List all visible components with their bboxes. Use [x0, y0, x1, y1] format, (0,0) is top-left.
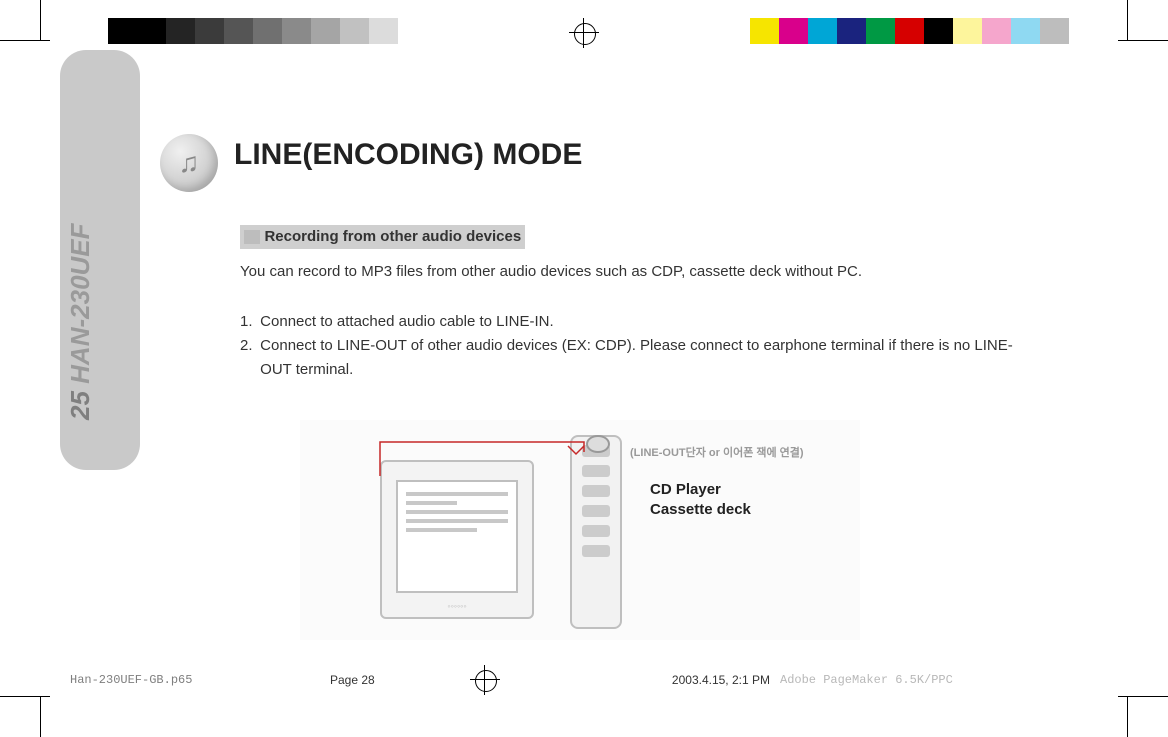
- diagram-korean-caption: (LINE-OUT단자 or 이어폰 잭에 연결): [630, 444, 804, 460]
- crop-rule-bottom: [0, 696, 1168, 697]
- footer-application: Adobe PageMaker 6.5K/PPC: [780, 673, 953, 687]
- crop-mark-br: [1127, 696, 1168, 737]
- subsection-lead-block: [244, 230, 260, 244]
- swatch: [253, 18, 282, 44]
- connection-diagram: ◦◦◦◦◦◦ (LINE-OUT단자 or 이어폰 잭에 연결) CD Play…: [300, 420, 860, 640]
- page-title: LINE(ENCODING) MODE: [234, 138, 582, 172]
- page-tab-model: HAN-230UEF: [65, 223, 95, 383]
- swatch: [166, 18, 195, 44]
- line-out-jack-icon: [586, 435, 610, 453]
- swatch: [398, 18, 427, 44]
- step-2: 2. Connect to LINE-OUT of other audio de…: [240, 334, 1040, 382]
- registration-mark-top: [569, 18, 599, 48]
- swatch: [137, 18, 166, 44]
- registration-mark-bottom: [470, 665, 510, 695]
- print-footer: Han-230UEF-GB.p65 Page 28 2003.4.15, 2:1…: [70, 665, 1098, 695]
- swatch: [195, 18, 224, 44]
- subsection-title: Recording from other audio devices: [264, 228, 521, 245]
- swatch: [924, 18, 953, 44]
- diagram-device-labels: CD Player Cassette deck: [650, 480, 751, 521]
- mp3-player-illustration: ◦◦◦◦◦◦: [380, 460, 534, 619]
- footer-datetime: 2003.4.15, 2:1 PM: [510, 673, 780, 687]
- swatch: [282, 18, 311, 44]
- music-note-icon: ♫: [160, 134, 218, 192]
- swatch: [895, 18, 924, 44]
- subsection-header: Recording from other audio devices: [240, 225, 525, 249]
- swatch: [953, 18, 982, 44]
- crop-mark-bl: [0, 696, 41, 737]
- swatch: [369, 18, 398, 44]
- swatch: [982, 18, 1011, 44]
- swatch: [837, 18, 866, 44]
- swatch: [311, 18, 340, 44]
- external-device-illustration: [570, 435, 622, 629]
- swatch: [1040, 18, 1069, 44]
- swatch: [1011, 18, 1040, 44]
- intro-paragraph: You can record to MP3 files from other a…: [240, 263, 862, 280]
- swatch: [779, 18, 808, 44]
- color-bar-grayscale: [108, 18, 427, 44]
- page-tab-label: 25 HAN-230UEF: [65, 223, 96, 420]
- footer-filename: Han-230UEF-GB.p65: [70, 673, 330, 687]
- swatch: [108, 18, 137, 44]
- swatch: [340, 18, 369, 44]
- swatch: [808, 18, 837, 44]
- swatch: [750, 18, 779, 44]
- instruction-steps: 1. Connect to attached audio cable to LI…: [240, 310, 1040, 382]
- swatch: [866, 18, 895, 44]
- color-bar-cmyk: [750, 18, 1069, 44]
- step-1: 1. Connect to attached audio cable to LI…: [240, 310, 1040, 334]
- crop-mark-tl: [0, 0, 41, 41]
- crop-mark-tr: [1127, 0, 1168, 41]
- page-tab-number: 25: [65, 391, 95, 420]
- footer-page-number: Page 28: [330, 673, 470, 687]
- swatch: [224, 18, 253, 44]
